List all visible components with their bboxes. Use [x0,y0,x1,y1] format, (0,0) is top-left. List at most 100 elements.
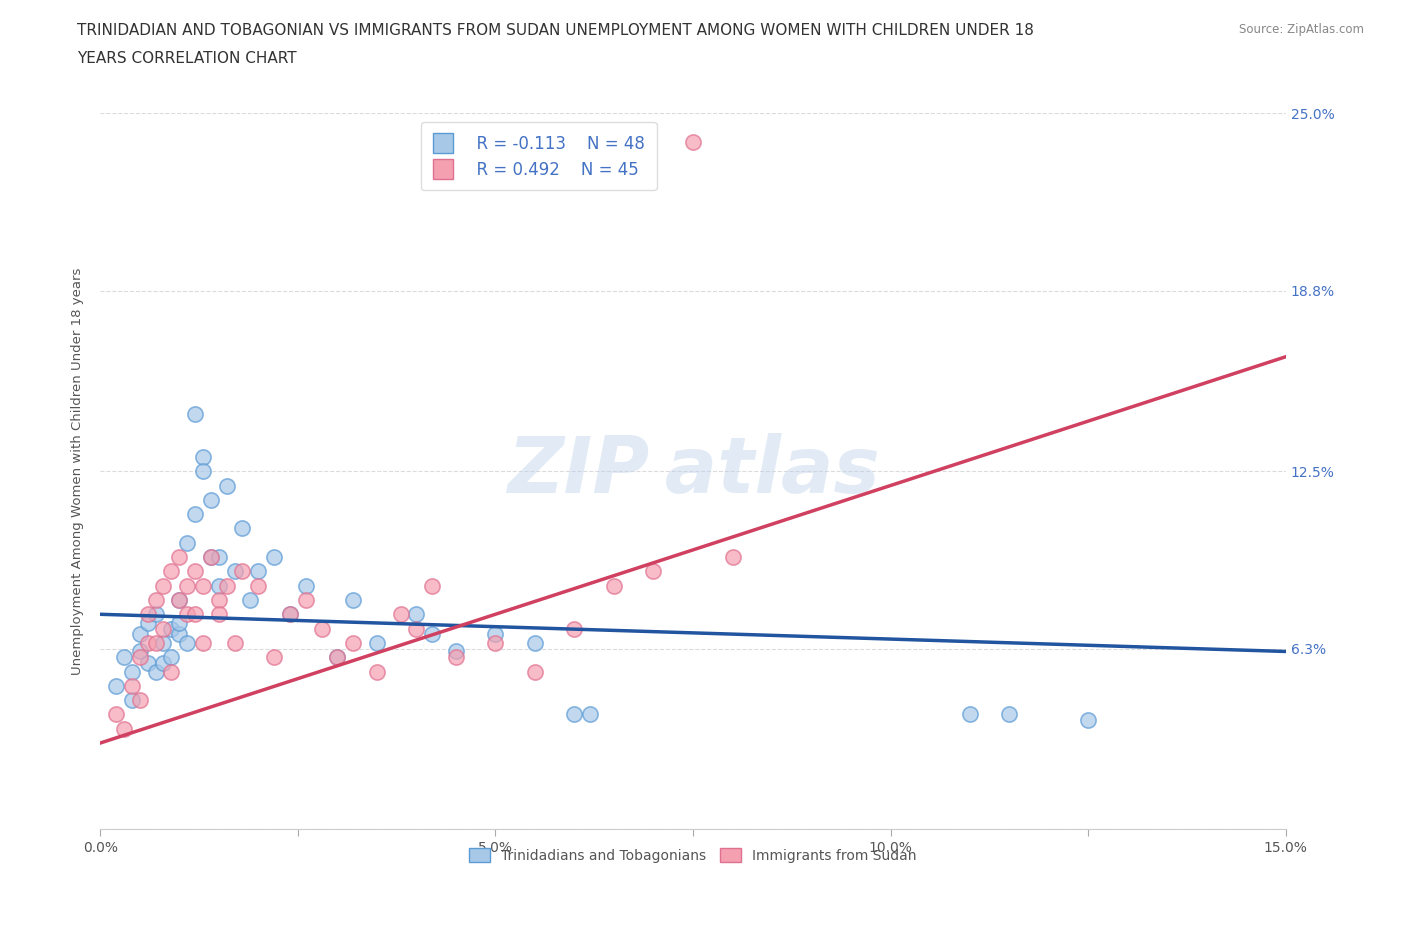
Point [136,656,159,671]
Point [278,607,301,622]
Point [128,650,150,665]
Point [405,607,427,622]
Point [145,635,167,650]
Y-axis label: Unemployment Among Women with Children Under 18 years: Unemployment Among Women with Children U… [72,268,84,675]
Point [420,627,443,642]
Point [278,607,301,622]
Legend: Trinidadians and Tobagonians, Immigrants from Sudan: Trinidadians and Tobagonians, Immigrants… [464,843,922,869]
Point [105,678,128,693]
Point [128,644,150,659]
Point [136,616,159,631]
Point [160,664,183,679]
Text: TRINIDADIAN AND TOBAGONIAN VS IMMIGRANTS FROM SUDAN UNEMPLOYMENT AMONG WOMEN WIT: TRINIDADIAN AND TOBAGONIAN VS IMMIGRANTS… [77,23,1035,38]
Point [484,635,506,650]
Point [998,707,1021,722]
Point [184,406,207,421]
Point [176,607,198,622]
Point [112,650,135,665]
Point [405,621,427,636]
Point [208,578,231,593]
Point [191,635,214,650]
Point [191,578,214,593]
Point [444,644,467,659]
Point [579,707,602,722]
Point [721,550,744,565]
Point [959,707,981,722]
Point [564,621,586,636]
Point [682,135,704,150]
Point [311,621,333,636]
Point [294,592,316,607]
Point [200,492,222,507]
Point [294,578,316,593]
Point [208,592,231,607]
Point [191,449,214,464]
Point [152,656,174,671]
Point [326,650,349,665]
Point [200,550,222,565]
Point [224,635,246,650]
Point [643,564,665,578]
Point [184,507,207,522]
Point [603,578,626,593]
Point [231,521,253,536]
Point [121,693,143,708]
Text: ZIP atlas: ZIP atlas [506,433,879,510]
Point [263,650,285,665]
Point [420,578,443,593]
Point [128,627,150,642]
Point [160,650,183,665]
Point [326,650,349,665]
Point [167,592,190,607]
Point [136,607,159,622]
Point [200,550,222,565]
Point [484,627,506,642]
Point [176,578,198,593]
Point [167,592,190,607]
Point [247,564,270,578]
Point [239,592,262,607]
Point [444,650,467,665]
Point [208,550,231,565]
Point [176,536,198,551]
Point [152,621,174,636]
Point [121,664,143,679]
Point [145,592,167,607]
Point [136,635,159,650]
Point [564,707,586,722]
Point [128,693,150,708]
Point [145,664,167,679]
Point [231,564,253,578]
Point [167,627,190,642]
Point [224,564,246,578]
Point [160,564,183,578]
Point [167,550,190,565]
Point [389,607,412,622]
Point [160,621,183,636]
Point [208,607,231,622]
Point [184,564,207,578]
Point [184,607,207,622]
Point [215,478,238,493]
Point [247,578,270,593]
Point [366,635,388,650]
Point [342,635,364,650]
Point [152,578,174,593]
Point [263,550,285,565]
Point [176,635,198,650]
Point [523,664,546,679]
Point [215,578,238,593]
Point [523,635,546,650]
Text: Source: ZipAtlas.com: Source: ZipAtlas.com [1239,23,1364,36]
Point [1077,712,1099,727]
Text: YEARS CORRELATION CHART: YEARS CORRELATION CHART [77,51,297,66]
Point [145,607,167,622]
Point [105,707,128,722]
Point [342,592,364,607]
Point [366,664,388,679]
Point [152,635,174,650]
Point [167,616,190,631]
Point [112,722,135,737]
Point [121,678,143,693]
Point [191,464,214,479]
